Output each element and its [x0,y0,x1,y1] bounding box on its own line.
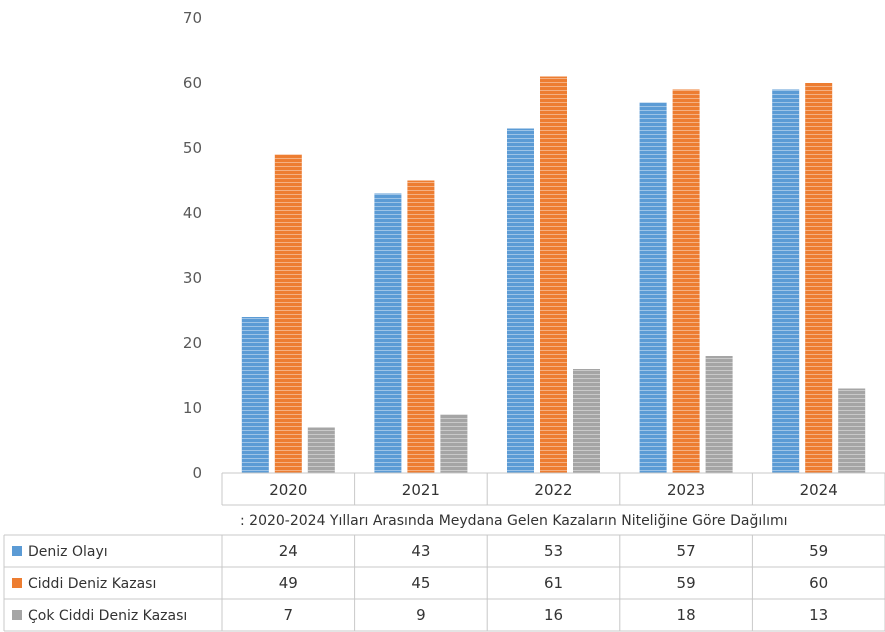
y-tick-label: 70 [183,9,202,27]
bar-texture [838,388,866,473]
bar-texture [672,89,700,473]
data-label: 7 [284,606,294,624]
chart-caption: : 2020-2024 Yılları Arasında Meydana Gel… [240,513,788,529]
bars [241,76,866,473]
y-tick-label: 40 [183,204,202,222]
data-label: 45 [411,574,430,592]
data-label: 59 [677,574,696,592]
x-tick-label: 2024 [800,481,838,499]
data-label: 49 [279,574,298,592]
y-tick-label: 50 [183,139,202,157]
y-tick-label: 0 [192,464,202,482]
y-axis: 0 10 20 30 40 50 60 70 [183,9,202,482]
x-tick-label: 2021 [402,481,440,499]
legend-swatch [12,610,22,620]
legend-label: Ciddi Deniz Kazası [28,576,156,592]
data-label: 18 [677,606,696,624]
bar-texture [374,193,402,473]
bar-texture [440,414,468,473]
data-label: 59 [809,542,828,560]
data-label: 60 [809,574,828,592]
data-label: 53 [544,542,563,560]
data-label: 24 [279,542,298,560]
y-tick-label: 30 [183,269,202,287]
legend-swatch [12,578,22,588]
bar-texture [573,369,600,473]
data-label: 13 [809,606,828,624]
data-label: 61 [544,574,563,592]
bar-texture [540,76,567,473]
bar-texture [241,317,269,473]
data-label: 9 [416,606,426,624]
bar-texture [705,356,733,473]
x-tick-label: 2020 [269,481,307,499]
y-tick-label: 10 [183,399,202,417]
bar-texture [507,128,534,473]
x-tick-label: 2023 [667,481,705,499]
data-label: 16 [544,606,563,624]
y-tick-label: 60 [183,74,202,92]
legend-swatch [12,546,22,556]
bar-texture [805,83,833,473]
legend-label: Deniz Olayı [28,544,108,560]
data-label: 43 [411,542,430,560]
bar-texture [307,427,335,473]
data-table: 2020 2021 2022 2023 2024 Deniz Olayı 24 43 53 57 5… [3,472,885,632]
x-tick-label: 2022 [534,481,572,499]
legend-label: Çok Ciddi Deniz Kazası [28,608,187,624]
bar-texture [639,102,667,473]
bar-texture [407,180,435,473]
bar-texture [772,89,800,473]
data-label: 57 [677,542,696,560]
bar-texture [274,154,302,473]
y-tick-label: 20 [183,334,202,352]
